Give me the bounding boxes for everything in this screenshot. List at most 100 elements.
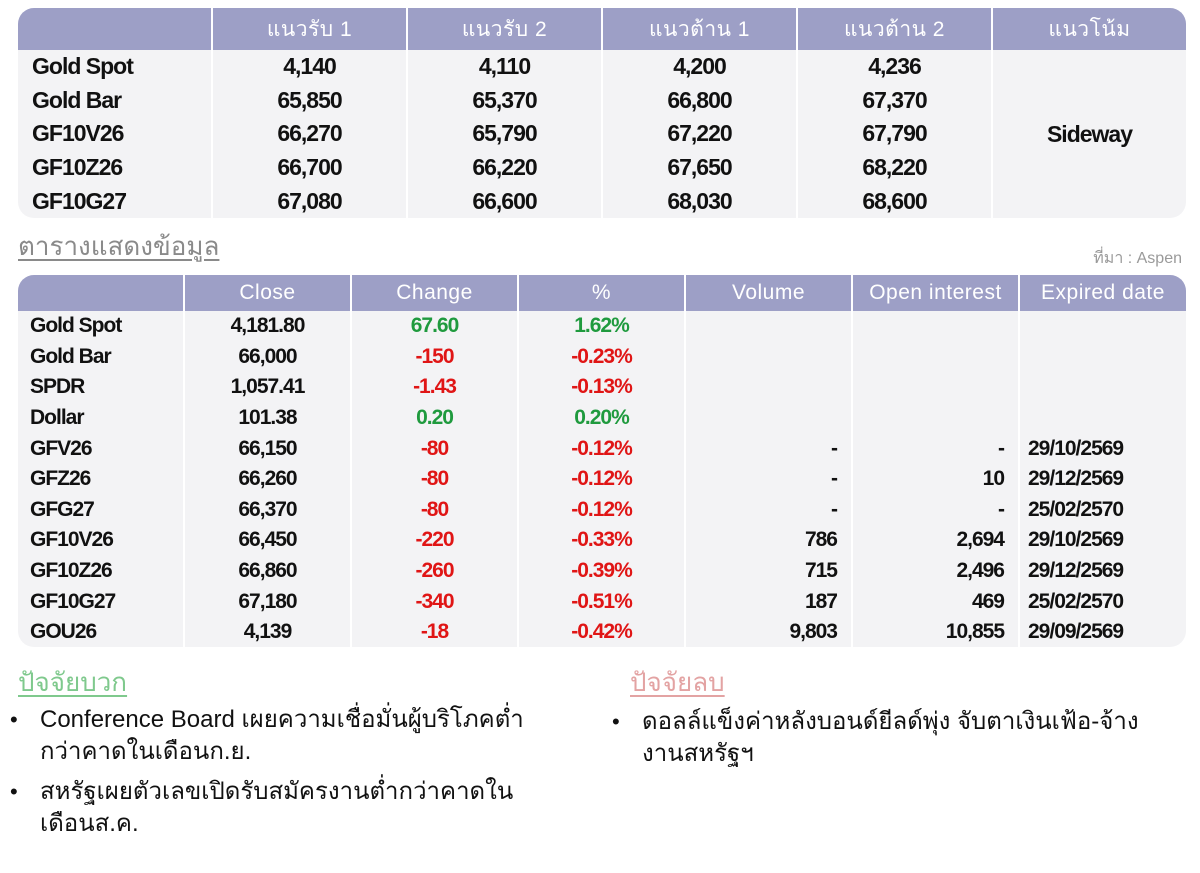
resistance-2-value: 68,600 (796, 184, 992, 218)
header-blank (18, 8, 212, 50)
close-value: 66,370 (183, 494, 351, 526)
trend-value: Sideway (991, 50, 1186, 218)
change-value: -80 (350, 494, 518, 526)
percent-change-value: -0.13% (517, 372, 685, 403)
open-interest-value: - (851, 494, 1019, 526)
table-row: GF10G27 67,080 66,600 68,030 68,600 (18, 184, 1186, 218)
table-row: GFZ26 66,260 -80 -0.12% -10 29/12/2569 (18, 463, 1186, 495)
instrument-name: Gold Spot (32, 53, 134, 80)
volume-value: 187 (684, 586, 852, 617)
instrument-name: SPDR (30, 375, 85, 399)
close-value: 67,180 (183, 586, 351, 617)
expired-date-value: 29/10/2569 (1018, 433, 1186, 464)
table-row: GOU26 4,139 -18 -0.42% 9,803 10,855 29/09/2569 (18, 616, 1186, 647)
resistance-2-value: 4,236 (796, 50, 992, 84)
table-row: Gold Spot 4,181.80 67.60 1.62% (18, 311, 1186, 342)
header-close: Close (183, 275, 351, 311)
open-interest-value: 469 (851, 586, 1019, 617)
percent-change-value: -0.39% (517, 555, 685, 587)
volume-value: - (684, 433, 852, 464)
percent-change-value: -0.42% (517, 616, 685, 647)
percent-change-value: -0.12% (517, 494, 685, 526)
negative-factors-title: ปัจจัยลบ (630, 667, 725, 697)
resistance-1-value: 66,800 (601, 83, 797, 118)
expired-date-value (1018, 311, 1186, 342)
close-value: 101.38 (183, 402, 351, 434)
open-interest-value: 10,855 (851, 616, 1019, 647)
header-support-1: แนวรับ 1 (211, 8, 407, 50)
support-resistance-table: แนวรับ 1 แนวรับ 2 แนวต้าน 1 แนวต้าน 2 แน… (18, 8, 1186, 218)
positive-factor-text: Conference Board เผยความเชื่อมั่นผู้บริโ… (40, 706, 524, 765)
resistance-2-value: 67,790 (796, 117, 992, 151)
header-trend: แนวโน้ม (991, 8, 1186, 50)
support-2-value: 66,600 (406, 184, 602, 218)
close-value: 1,057.41 (183, 372, 351, 403)
table-row: GFG27 66,370 -80 -0.12% - -25/02/2570 (18, 494, 1186, 526)
expired-date-value: 29/12/2569 (1018, 555, 1186, 587)
list-item: • Conference Board เผยความเชื่อมั่นผู้บร… (10, 704, 540, 768)
percent-change-value: 1.62% (517, 311, 685, 342)
expired-date-value: 29/12/2569 (1018, 463, 1186, 495)
change-value: -80 (350, 433, 518, 464)
open-interest-value (851, 402, 1019, 434)
support-1-value: 66,270 (211, 117, 407, 151)
percent-change-value: -0.51% (517, 586, 685, 617)
open-interest-value (851, 311, 1019, 342)
change-value: 0.20 (350, 402, 518, 434)
close-value: 66,450 (183, 525, 351, 556)
bullet-icon: • (10, 779, 18, 804)
list-item: • สหรัฐเผยตัวเลขเปิดรับสมัครงานต่ำกว่าคา… (10, 776, 540, 840)
header-resistance-2: แนวต้าน 2 (796, 8, 992, 50)
change-value: -340 (350, 586, 518, 617)
volume-value: - (684, 463, 852, 495)
support-2-value: 65,370 (406, 83, 602, 118)
volume-value: 715 (684, 555, 852, 587)
percent-change-value: 0.20% (517, 402, 685, 434)
resistance-1-value: 67,220 (601, 117, 797, 151)
positive-factor-text: สหรัฐเผยตัวเลขเปิดรับสมัครงานต่ำกว่าคาดใ… (40, 778, 514, 837)
table-row: GF10Z26 66,860 -260 -0.39% 715 2,496 29/12/256… (18, 555, 1186, 587)
percent-change-value: -0.12% (517, 433, 685, 464)
table-row: Gold Bar 65,850 65,370 66,800 67,370 (18, 83, 1186, 118)
table-row: GFV26 66,150 -80 -0.12% - -29/10/2569 (18, 433, 1186, 464)
positive-factors-list: • Conference Board เผยความเชื่อมั่นผู้บร… (10, 704, 540, 848)
expired-date-value (1018, 341, 1186, 373)
percent-change-value: -0.23% (517, 341, 685, 373)
open-interest-value: 2,694 (851, 525, 1019, 556)
header-blank (18, 275, 184, 311)
table-row: Gold Spot 4,140 4,110 4,200 4,236 Sidewa… (18, 50, 1186, 218)
open-interest-value: 10 (851, 463, 1019, 495)
close-value: 4,139 (183, 616, 351, 647)
change-value: -18 (350, 616, 518, 647)
close-value: 66,150 (183, 433, 351, 464)
instrument-name: GFG27 (30, 497, 95, 521)
instrument-name: GF10Z26 (30, 559, 113, 583)
header-percent: % (517, 275, 685, 311)
support-resistance-header-row: แนวรับ 1 แนวรับ 2 แนวต้าน 1 แนวต้าน 2 แน… (18, 8, 1186, 50)
open-interest-value: - (851, 433, 1019, 464)
instrument-name: Gold Spot (30, 314, 122, 338)
table-row: GF10V26 66,270 65,790 67,220 67,790 (18, 117, 1186, 151)
list-item: • ดอลล์แข็งค่าหลังบอนด์ยีลด์พุ่ง จับตาเง… (612, 706, 1172, 770)
instrument-name: Gold Bar (32, 86, 122, 113)
support-1-value: 66,700 (211, 150, 407, 185)
table-row: Dollar 101.38 0.20 0.20% (18, 402, 1186, 434)
close-value: 66,260 (183, 463, 351, 495)
expired-date-value (1018, 402, 1186, 434)
support-2-value: 4,110 (406, 50, 602, 84)
resistance-1-value: 4,200 (601, 50, 797, 84)
support-1-value: 4,140 (211, 50, 407, 84)
change-value: 67.60 (350, 311, 518, 342)
source-note: ที่มา : Aspen (1093, 250, 1182, 267)
table-row: Gold Bar 66,000 -150 -0.23% (18, 341, 1186, 373)
change-value: -220 (350, 525, 518, 556)
market-data-header-row: Close Change % Volume Open interest Expi… (18, 275, 1186, 311)
instrument-name: GF10G27 (32, 187, 127, 214)
instrument-name: GF10G27 (30, 589, 116, 613)
volume-value (684, 341, 852, 373)
expired-date-value: 25/02/2570 (1018, 586, 1186, 617)
expired-date-value: 29/10/2569 (1018, 525, 1186, 556)
section-title: ตารางแสดงข้อมูล (18, 231, 220, 261)
resistance-2-value: 68,220 (796, 150, 992, 185)
header-open-interest: Open interest (851, 275, 1019, 311)
